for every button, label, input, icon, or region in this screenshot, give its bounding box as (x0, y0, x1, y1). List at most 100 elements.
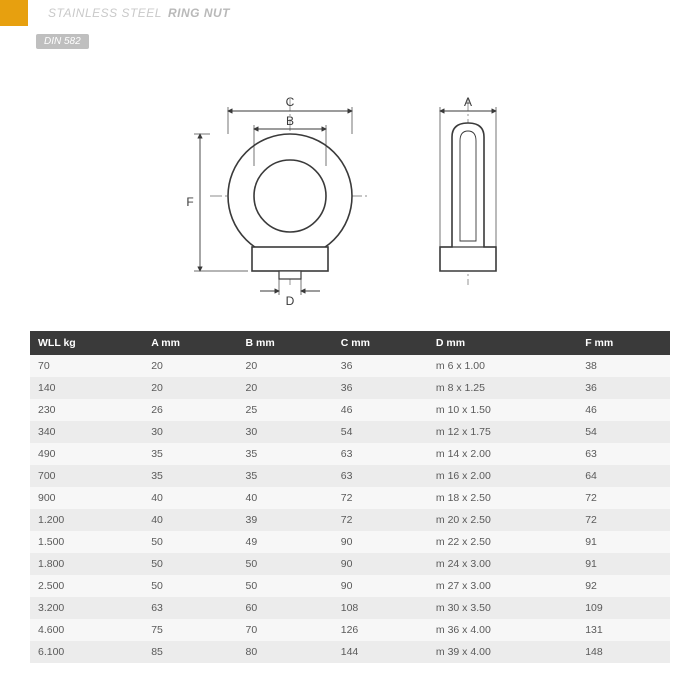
title-bold: RING NUT (168, 6, 230, 20)
table-cell: 340 (30, 421, 143, 443)
table-cell: 490 (30, 443, 143, 465)
table-cell: m 30 x 3.50 (428, 597, 577, 619)
table-cell: 39 (238, 509, 333, 531)
table-cell: 35 (143, 443, 237, 465)
table-row: 1.500504990m 22 x 2.5091 (30, 531, 670, 553)
table-cell: 90 (333, 531, 428, 553)
diagram-container: C B F D A (0, 61, 700, 331)
table-cell: 20 (143, 377, 237, 399)
table-cell: 70 (238, 619, 333, 641)
spec-table: WLL kgA mmB mmC mmD mmF mm 70202036m 6 x… (30, 331, 670, 663)
table-cell: 90 (333, 553, 428, 575)
table-cell: 36 (333, 355, 428, 377)
table-cell: 49 (238, 531, 333, 553)
table-cell: 72 (577, 509, 670, 531)
table-cell: 54 (333, 421, 428, 443)
table-row: 490353563m 14 x 2.0063 (30, 443, 670, 465)
table-cell: 30 (143, 421, 237, 443)
ring-nut-diagram: C B F D A (140, 71, 560, 311)
table-row: 2.500505090m 27 x 3.0092 (30, 575, 670, 597)
table-cell: m 6 x 1.00 (428, 355, 577, 377)
table-cell: 63 (577, 443, 670, 465)
table-cell: 35 (143, 465, 237, 487)
table-cell: 20 (238, 355, 333, 377)
table-cell: 85 (143, 641, 237, 663)
table-cell: 25 (238, 399, 333, 421)
table-cell: 20 (238, 377, 333, 399)
dim-label-b: B (286, 114, 294, 128)
table-cell: m 20 x 2.50 (428, 509, 577, 531)
table-cell: 63 (333, 465, 428, 487)
din-badge: DIN 582 (36, 34, 89, 49)
table-col-header: F mm (577, 331, 670, 355)
table-cell: 72 (333, 487, 428, 509)
table-row: 140202036m 8 x 1.2536 (30, 377, 670, 399)
table-cell: 30 (238, 421, 333, 443)
table-cell: 40 (143, 509, 237, 531)
table-cell: 26 (143, 399, 237, 421)
table-cell: m 36 x 4.00 (428, 619, 577, 641)
table-cell: 131 (577, 619, 670, 641)
table-cell: m 14 x 2.00 (428, 443, 577, 465)
table-cell: 91 (577, 553, 670, 575)
table-cell: 36 (333, 377, 428, 399)
dim-label-f: F (186, 195, 193, 209)
dim-label-c: C (286, 95, 295, 109)
table-cell: 900 (30, 487, 143, 509)
table-cell: 46 (577, 399, 670, 421)
table-cell: 35 (238, 443, 333, 465)
table-cell: 50 (143, 553, 237, 575)
table-cell: 70 (30, 355, 143, 377)
table-cell: 72 (577, 487, 670, 509)
table-body: 70202036m 6 x 1.0038140202036m 8 x 1.253… (30, 355, 670, 663)
table-cell: m 18 x 2.50 (428, 487, 577, 509)
table-col-header: A mm (143, 331, 237, 355)
table-cell: m 24 x 3.00 (428, 553, 577, 575)
table-row: 1.800505090m 24 x 3.0091 (30, 553, 670, 575)
table-row: 900404072m 18 x 2.5072 (30, 487, 670, 509)
table-cell: 148 (577, 641, 670, 663)
table-row: 6.1008580144m 39 x 4.00148 (30, 641, 670, 663)
table-cell: 92 (577, 575, 670, 597)
table-cell: m 10 x 1.50 (428, 399, 577, 421)
table-cell: m 22 x 2.50 (428, 531, 577, 553)
table-cell: 50 (143, 531, 237, 553)
page-title: STAINLESS STEEL RING NUT (36, 2, 242, 24)
table-cell: 230 (30, 399, 143, 421)
dim-label-a: A (464, 95, 472, 109)
table-cell: m 16 x 2.00 (428, 465, 577, 487)
table-col-header: WLL kg (30, 331, 143, 355)
table-cell: m 8 x 1.25 (428, 377, 577, 399)
table-cell: 64 (577, 465, 670, 487)
table-row: 1.200403972m 20 x 2.5072 (30, 509, 670, 531)
table-cell: 1.500 (30, 531, 143, 553)
table-cell: 6.100 (30, 641, 143, 663)
table-cell: 126 (333, 619, 428, 641)
table-col-header: B mm (238, 331, 333, 355)
table-row: 4.6007570126m 36 x 4.00131 (30, 619, 670, 641)
table-cell: 140 (30, 377, 143, 399)
table-cell: 2.500 (30, 575, 143, 597)
table-cell: 63 (143, 597, 237, 619)
table-row: 3.2006360108m 30 x 3.50109 (30, 597, 670, 619)
table-cell: 60 (238, 597, 333, 619)
table-cell: 108 (333, 597, 428, 619)
table-cell: 50 (143, 575, 237, 597)
table-cell: 144 (333, 641, 428, 663)
table-cell: m 12 x 1.75 (428, 421, 577, 443)
table-cell: 63 (333, 443, 428, 465)
table-cell: 109 (577, 597, 670, 619)
table-cell: 75 (143, 619, 237, 641)
title-light: STAINLESS STEEL (48, 6, 162, 20)
table-cell: 54 (577, 421, 670, 443)
table-header: WLL kgA mmB mmC mmD mmF mm (30, 331, 670, 355)
table-cell: 90 (333, 575, 428, 597)
table-row: 70202036m 6 x 1.0038 (30, 355, 670, 377)
table-cell: 700 (30, 465, 143, 487)
table-row: 230262546m 10 x 1.5046 (30, 399, 670, 421)
table-cell: 38 (577, 355, 670, 377)
table-cell: 20 (143, 355, 237, 377)
table-cell: 1.800 (30, 553, 143, 575)
table-cell: 80 (238, 641, 333, 663)
table-cell: 40 (238, 487, 333, 509)
